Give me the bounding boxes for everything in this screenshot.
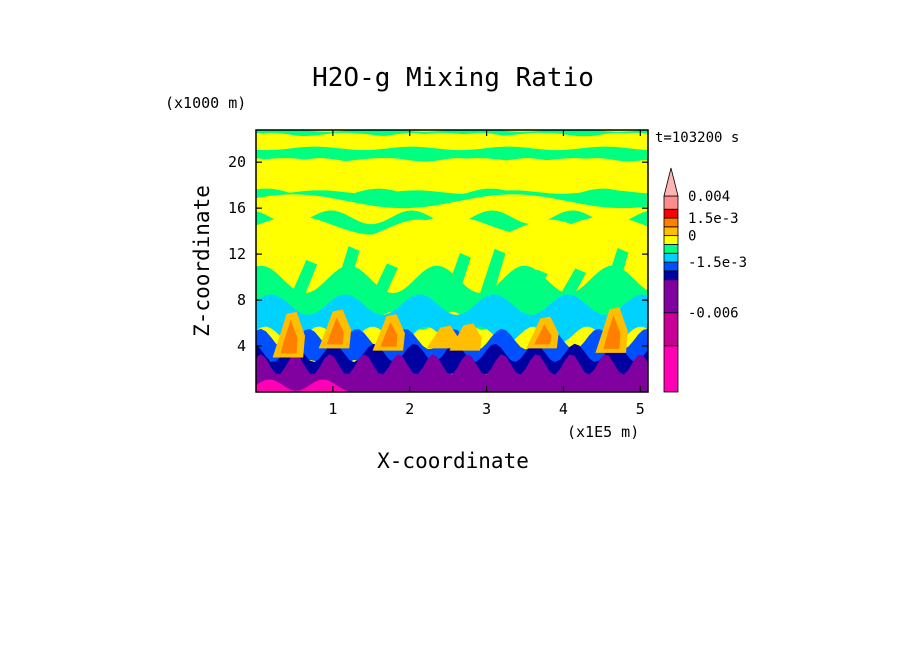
y-unit-label: (x1000 m) [165,94,246,112]
x-tick-label: 2 [405,400,414,418]
colorbar-tick-label: 1.5e-3 [688,211,739,227]
green-finger [560,268,587,295]
green-finger [479,248,506,295]
chart-title: H2O-g Mixing Ratio [312,63,594,93]
colorbar-segment [663,261,679,272]
plume-core [534,324,552,345]
plume-core [326,317,344,345]
yellow-core [256,219,648,283]
x-tick-label: 4 [559,400,568,418]
colorbar-segment [663,195,679,210]
x-axis: 1 2 3 4 5 [328,130,645,418]
upper-band [256,130,648,137]
colorbar-tick-label: 0 [688,229,696,245]
green-finger [406,272,433,295]
y-tick-label: 12 [228,245,246,263]
mixing-ratio-field [256,130,648,392]
magenta-patch [256,379,648,392]
green-finger [372,263,398,295]
colorbar-segment [663,226,679,237]
green-finger [333,246,360,295]
colorbar-tick-label: -1.5e-3 [688,255,747,271]
colorbar-segment [663,252,679,263]
colorbar-tick-label: -0.006 [688,306,739,322]
green-finger [445,253,471,295]
colorbar-segment [663,244,679,254]
colorbar-segment [663,345,679,393]
colorbar-segment [663,208,679,219]
y-tick-label: 16 [228,199,246,217]
plume-core [434,333,452,345]
x-unit-label: (x1E5 m) [567,423,639,441]
x-axis-label: X-coordinate [377,449,529,473]
y-tick-label: 4 [237,337,246,355]
colorbar-segment [663,235,679,245]
purple-layer [256,354,648,392]
colorbar-tick-label: 0.004 [688,189,730,205]
colorbar: 0.004 1.5e-3 0 -1.5e-3 -0.006 [663,167,747,393]
upper-band [256,165,648,194]
colorbar-segment [663,279,679,314]
x-tick-label: 3 [482,400,491,418]
upper-band [256,132,648,151]
upper-band [256,146,648,162]
y-tick-label: 20 [228,153,246,171]
x-tick-label: 5 [636,400,645,418]
green-finger [602,248,629,295]
colorbar-arrow [663,167,679,197]
plume-core [380,322,398,347]
plot-frame [255,129,649,393]
y-axis-label: Z-coordinate [190,185,214,337]
x-tick-label: 1 [328,400,337,418]
green-finger [521,269,548,295]
plume-core [603,315,621,349]
y-axis: 4 8 12 16 20 [228,153,648,355]
colorbar-segment [663,270,679,281]
plume-core [280,319,298,354]
colorbar-segment [663,312,679,347]
green-finger [291,259,318,295]
plume-core [457,331,475,347]
yellow-intrusion [256,194,648,225]
colorbar-segment [663,217,679,228]
y-tick-label: 8 [237,291,246,309]
time-label: t=103200 s [655,130,739,146]
